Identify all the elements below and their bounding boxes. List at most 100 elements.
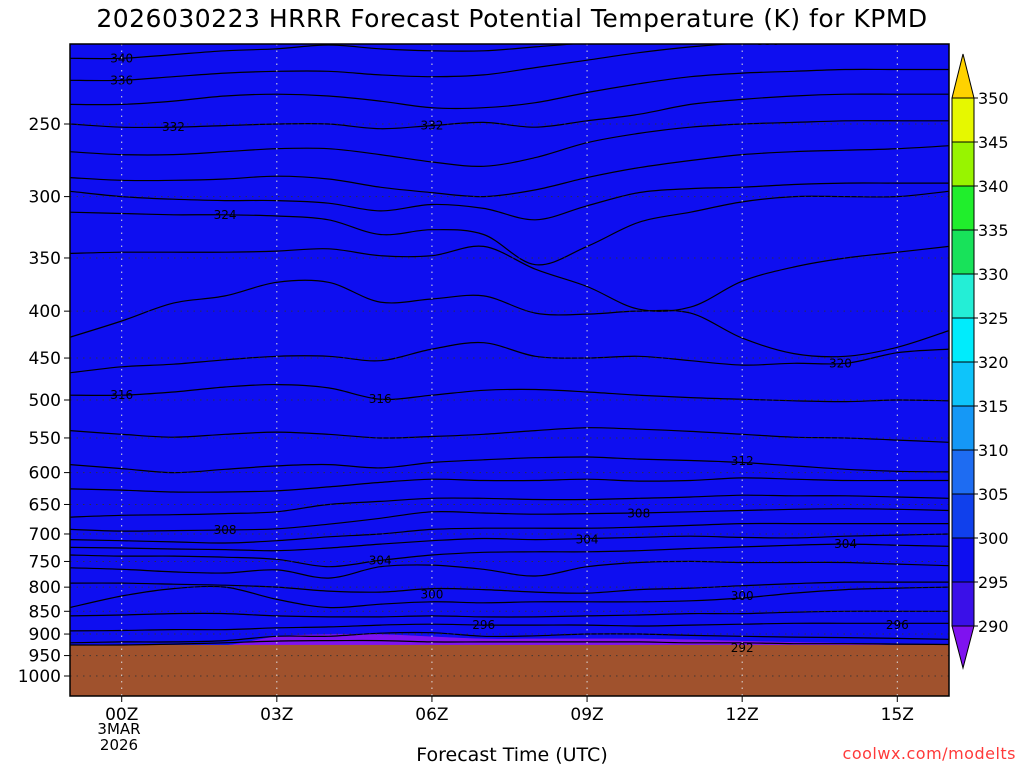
colorbar-segment <box>951 537 975 583</box>
colorbar-segment <box>951 185 975 231</box>
y-tick-label: 900 <box>29 625 61 645</box>
contour-line <box>70 631 949 644</box>
contour-line <box>70 560 949 579</box>
y-tick-label: 950 <box>29 647 61 667</box>
colorbar-segment <box>951 273 975 319</box>
colorbar-label: 300 <box>978 529 1009 548</box>
band-290 <box>70 44 949 646</box>
contour-line <box>70 120 949 167</box>
contour-label: 332 <box>162 120 185 134</box>
colorbar-label: 345 <box>978 133 1009 152</box>
contour-label: 316 <box>369 392 392 406</box>
contour-line <box>70 427 949 443</box>
x-axis-label: Forecast Time (UTC) <box>416 744 608 766</box>
contour-label: 296 <box>886 618 909 632</box>
y-tick-label: 850 <box>29 602 61 622</box>
colorbar-segment <box>951 317 975 363</box>
date-label-year: 2026 <box>99 736 139 754</box>
y-tick-label: 350 <box>29 249 61 269</box>
colorbar-label: 330 <box>978 265 1009 284</box>
contour-line <box>70 93 949 130</box>
contour-line <box>70 533 949 552</box>
colorbar-segment <box>951 581 975 627</box>
colorbar-segment <box>951 229 975 275</box>
band-345 <box>68 0 951 42</box>
colorbar-label: 320 <box>978 353 1009 372</box>
y-tick-label: 500 <box>29 391 61 411</box>
colorbar-label: 290 <box>978 617 1009 636</box>
colorbar-label: 315 <box>978 397 1009 416</box>
contour-label: 296 <box>472 618 495 632</box>
colorbar-segment <box>951 361 975 407</box>
contour-label: 320 <box>829 356 852 370</box>
colorbar: 290 295 300 305 310 315 320 325 330 335 340 345 350 <box>951 53 1009 670</box>
chart-title: 2026030223 HRRR Forecast Potential Tempe… <box>96 4 928 33</box>
colorbar-label: 340 <box>978 177 1009 196</box>
contour-label: 332 <box>420 119 443 133</box>
y-tick-label: 250 <box>29 115 61 135</box>
contour-line <box>70 245 949 312</box>
colorbar-over-triangle <box>951 53 975 99</box>
contour-label: 336 <box>757 34 780 48</box>
contour-label: 308 <box>627 507 650 521</box>
contour-line <box>70 44 736 82</box>
contour-line <box>70 508 949 532</box>
x-tick-label: 12Z <box>726 705 759 725</box>
contour-line <box>70 477 949 493</box>
contour-line <box>70 610 949 618</box>
x-axis: 00Z 03Z 06Z 09Z 12Z 15Z <box>105 696 914 725</box>
band-335 <box>68 27 951 42</box>
date-label: 3MAR 2026 <box>96 721 142 753</box>
contour-line <box>70 622 949 632</box>
contour-label: 316 <box>110 388 133 402</box>
y-tick-label: 700 <box>29 525 61 545</box>
colorbar-segment <box>951 97 975 143</box>
contour-label: 300 <box>731 589 754 603</box>
contour-line <box>70 12 949 21</box>
y-tick-label: 550 <box>29 429 61 449</box>
contour-label: 300 <box>420 588 443 602</box>
y-tick-label: 300 <box>29 188 61 208</box>
contour-line <box>70 341 949 374</box>
contour-line <box>70 456 949 474</box>
y-tick-label: 450 <box>29 349 61 369</box>
colorbar-label: 305 <box>978 485 1009 504</box>
contour-label: 340 <box>110 51 133 65</box>
contour-label: 336 <box>110 73 133 87</box>
contour-line <box>70 383 949 403</box>
contour-line <box>70 182 949 221</box>
colorbar-segment <box>951 405 975 451</box>
ground-fill <box>70 644 949 696</box>
contour-label: 312 <box>731 454 754 468</box>
colorbar-segment <box>951 493 975 539</box>
contour-line <box>70 44 581 60</box>
y-tick-label: 750 <box>29 552 61 572</box>
colorbar-segment <box>951 141 975 187</box>
y-tick-label: 600 <box>29 464 61 484</box>
filled-contour-bands <box>68 0 951 696</box>
contour-line <box>70 494 949 518</box>
contour-label: 304 <box>834 537 857 551</box>
y-tick-label: 1000 <box>18 667 61 687</box>
colorbar-label: 295 <box>978 573 1009 592</box>
contour-line <box>70 581 949 594</box>
x-tick-label: 00Z <box>105 705 138 725</box>
contour-line <box>70 279 949 358</box>
contour-line <box>70 543 949 568</box>
contour-line <box>70 145 949 198</box>
y-tick-label: 400 <box>29 302 61 322</box>
contour-label: 292 <box>731 641 754 655</box>
ground-layer <box>70 644 949 696</box>
contour-label: 304 <box>369 553 392 567</box>
contour-label: 324 <box>214 208 237 222</box>
x-tick-label: 06Z <box>415 705 448 725</box>
contour-line <box>70 522 949 544</box>
band-340 <box>68 6 951 42</box>
contour-labels: 348 340 336 336 332 332 324 320 316 316 312 308 308 3… <box>110 34 909 655</box>
x-tick-label: 15Z <box>881 705 914 725</box>
contour-label: 304 <box>576 533 599 547</box>
date-label-day: 3MAR <box>97 720 141 738</box>
credit-text: coolwx.com/modelts <box>842 744 1016 763</box>
colorbar-label: 310 <box>978 441 1009 460</box>
